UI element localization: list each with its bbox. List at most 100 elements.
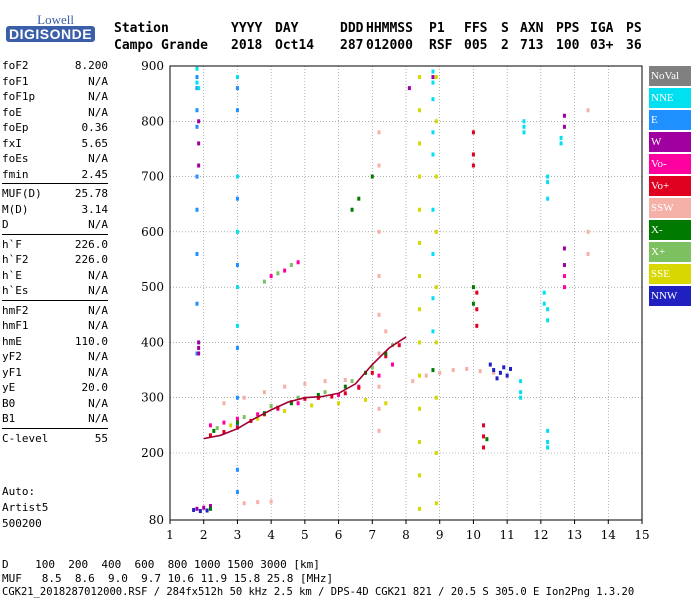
legend-item: NoVal [649, 66, 691, 86]
header-label: YYYY [231, 21, 263, 36]
parameter-value: 2.45 [81, 167, 109, 181]
header-value: Oct14 [275, 38, 315, 53]
data-point [242, 395, 246, 400]
x-tick-label: 6 [335, 528, 343, 542]
header-label: HHMMSS [366, 21, 413, 36]
parameter-name: B0 [2, 396, 16, 410]
header-value: Campo Grande [114, 38, 208, 53]
data-point [197, 163, 201, 168]
y-tick-label: 900 [141, 59, 164, 73]
data-point [431, 152, 435, 157]
data-point [235, 423, 239, 428]
x-tick-label: 11 [500, 528, 515, 542]
x-tick-label: 5 [301, 528, 309, 542]
data-point [562, 246, 566, 251]
parameter-row: foF2 8.200 [2, 58, 108, 74]
data-point [269, 274, 273, 279]
y-tick-label: 700 [141, 170, 164, 184]
header-value: 287 [340, 38, 364, 53]
legend-item: E [649, 110, 691, 130]
parameter-name: fmin [2, 167, 29, 181]
data-point [485, 437, 489, 442]
separator [2, 183, 108, 184]
parameter-row: foE N/A [2, 105, 108, 121]
parameter-value: 20.0 [81, 381, 109, 394]
parameter-name: D [2, 218, 9, 231]
data-point [343, 378, 347, 383]
artist-version: Artist5 [2, 501, 49, 514]
data-point [471, 152, 475, 157]
header-value: 2 [501, 38, 509, 53]
data-point [417, 307, 421, 312]
data-point [197, 351, 201, 356]
x-tick-label: 9 [436, 528, 444, 542]
data-point [208, 433, 212, 438]
y-tick-label: 800 [141, 114, 164, 128]
parameter-row: M(D) 3.14 [2, 202, 108, 218]
data-point [431, 296, 435, 301]
data-point [296, 395, 300, 400]
data-point [235, 285, 239, 290]
data-point [417, 174, 421, 179]
header-label: P1 [429, 21, 445, 36]
data-point [586, 251, 590, 256]
data-point [482, 423, 486, 428]
parameter-row: yF2 N/A [2, 349, 108, 365]
data-point [208, 504, 212, 509]
data-point [377, 163, 381, 168]
parameter-value: 3.14 [81, 202, 109, 216]
parameter-name: h`E [2, 268, 22, 282]
data-point [323, 390, 327, 395]
data-point [256, 416, 260, 421]
header-value: 100 [556, 38, 580, 53]
data-point [195, 80, 199, 85]
data-point [195, 174, 199, 179]
data-point [276, 405, 280, 410]
data-point [498, 370, 502, 375]
data-point [195, 124, 199, 129]
header-label: DDD [340, 21, 364, 36]
data-point [505, 373, 509, 378]
x-tick-label: 13 [567, 528, 582, 542]
data-point [370, 365, 374, 370]
header-value: 36 [626, 38, 642, 53]
parameter-value: N/A [88, 74, 108, 88]
legend-item: W [649, 132, 691, 152]
parameter-name: hmF1 [2, 319, 29, 332]
data-point [370, 370, 374, 375]
data-point [431, 368, 435, 373]
header-label: Station [114, 21, 169, 36]
data-point [357, 385, 361, 390]
x-tick-label: 15 [634, 528, 649, 542]
plot-frame [169, 65, 643, 521]
data-point [205, 508, 209, 513]
data-point [471, 285, 475, 290]
x-tick-label: 10 [466, 528, 481, 542]
data-point [370, 174, 374, 179]
data-point [562, 274, 566, 279]
data-point [542, 301, 546, 306]
data-point [471, 301, 475, 306]
data-point [377, 130, 381, 135]
data-point [492, 370, 496, 375]
parameter-value: N/A [88, 105, 108, 119]
data-point [424, 373, 428, 378]
data-point [509, 366, 513, 371]
data-point [283, 268, 287, 273]
data-point [431, 69, 435, 74]
data-point [195, 351, 199, 356]
data-point [235, 263, 239, 268]
data-point [384, 351, 388, 356]
data-point [256, 500, 260, 505]
data-point [384, 354, 388, 359]
data-point [192, 507, 196, 512]
data-point [212, 428, 216, 433]
x-tick-label: 8 [402, 528, 410, 542]
parameter-value: N/A [88, 303, 108, 317]
x-tick-label: 7 [368, 528, 376, 542]
header-value: 005 [464, 38, 488, 53]
parameter-value: 110.0 [74, 334, 108, 348]
data-point [546, 428, 550, 433]
data-point [522, 124, 526, 129]
data-point [235, 229, 239, 234]
